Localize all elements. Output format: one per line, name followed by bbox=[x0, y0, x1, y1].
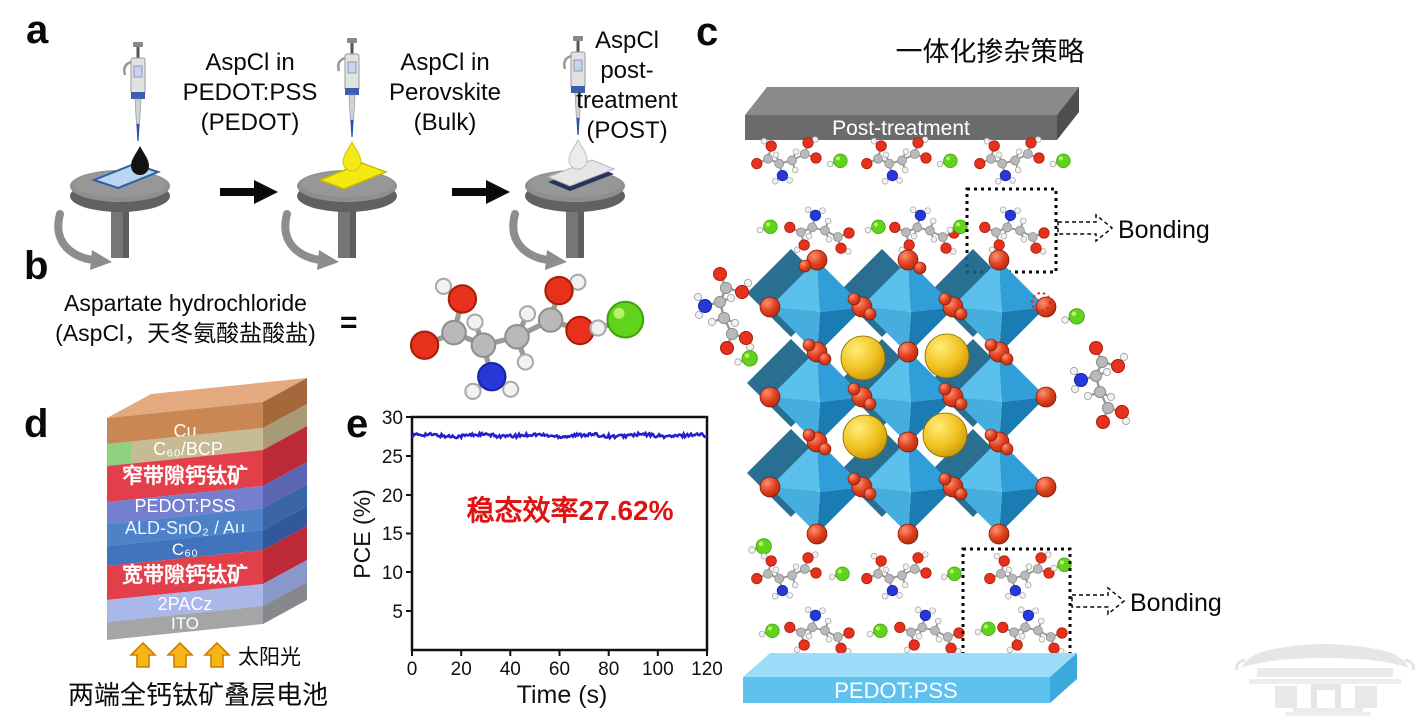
post-treatment-label: Post-treatment bbox=[832, 117, 970, 140]
svg-text:10: 10 bbox=[382, 563, 403, 584]
svg-text:40: 40 bbox=[500, 659, 521, 680]
svg-text:PEDOT:PSS: PEDOT:PSS bbox=[134, 496, 235, 516]
process-arrow-icon bbox=[452, 180, 510, 204]
x-axis-ticks bbox=[411, 650, 708, 656]
pce-chart: 5 10 15 20 25 30 0 20 40 60 80 100 120 P… bbox=[349, 408, 723, 709]
post-treatment-slab: Post-treatment bbox=[745, 87, 1079, 140]
pedot-pss-slab: PEDOT:PSS bbox=[743, 653, 1077, 703]
bonding-dashed-box-top bbox=[965, 187, 1058, 274]
svg-text:ITO: ITO bbox=[171, 614, 199, 633]
y-axis-ticks bbox=[406, 416, 412, 612]
svg-text:20: 20 bbox=[382, 486, 403, 507]
x-axis-title: Time (s) bbox=[517, 681, 608, 709]
layer-edge-green bbox=[107, 441, 131, 466]
layer-2pacz: 2PACz bbox=[107, 560, 307, 622]
droplet-yellow bbox=[342, 141, 362, 172]
layer-wide-gap-perovskite: 宽带隙钙钛矿 bbox=[107, 526, 307, 600]
chloride-ion-icon bbox=[590, 302, 643, 338]
device-caption: 两端全钙钛矿叠层电池 bbox=[68, 680, 328, 710]
svg-text:15: 15 bbox=[382, 524, 403, 545]
molecule-row-3 bbox=[750, 550, 1073, 601]
sun-arrow-icon bbox=[167, 642, 193, 668]
right-side-molecule bbox=[1060, 307, 1131, 430]
layer-cu: Cu bbox=[107, 378, 307, 444]
sun-arrow-icon bbox=[204, 642, 230, 668]
panel-c-label: c bbox=[696, 10, 719, 54]
svg-text:宽带隙钙钛矿: 宽带隙钙钛矿 bbox=[122, 563, 248, 587]
svg-text:80: 80 bbox=[598, 659, 619, 680]
layer-c60-bcp: C₆₀/BCP bbox=[107, 404, 307, 466]
spin-coater-1 bbox=[58, 40, 170, 270]
station-2-label: AspCl in Perovskite (Bulk) bbox=[388, 49, 502, 136]
droplet-black bbox=[131, 146, 149, 175]
svg-text:窄带隙钙钛矿: 窄带隙钙钛矿 bbox=[122, 464, 248, 488]
sunlight-label: 太阳光 bbox=[238, 646, 301, 669]
svg-text:100: 100 bbox=[642, 659, 674, 680]
panel-e-label: e bbox=[346, 402, 369, 446]
watermark-temple-logo bbox=[1235, 644, 1415, 716]
doping-strategy-graphics: Post-treatment Bonding bbox=[693, 87, 1415, 716]
perovskite-lattice bbox=[747, 249, 1057, 545]
device-stack: Cu C₆₀/BCP 窄带隙钙钛矿 PEDOT:PSS ALD-SnO₂ / A… bbox=[68, 378, 328, 710]
svg-text:120: 120 bbox=[691, 659, 723, 680]
chart-frame bbox=[410, 415, 709, 652]
panel-d-label: d bbox=[24, 402, 49, 446]
molecule-row-1 bbox=[750, 135, 1072, 186]
spin-coater-3 bbox=[513, 34, 625, 270]
bonding-arrow-icon bbox=[1057, 213, 1114, 243]
vacancy-dotted-circle bbox=[1031, 292, 1051, 312]
layer-ito: ITO bbox=[107, 582, 307, 640]
bonding-arrow-icon bbox=[1071, 586, 1126, 616]
svg-text:2PACz: 2PACz bbox=[158, 594, 213, 614]
x-axis-labels: 0 20 40 60 80 100 120 bbox=[407, 659, 723, 680]
panel-b-label: b bbox=[24, 244, 49, 288]
aspartate-molecule-icon bbox=[411, 275, 594, 399]
sun-arrow-icon bbox=[130, 642, 156, 668]
svg-text:0: 0 bbox=[407, 659, 418, 680]
molecule-row-2 bbox=[756, 205, 1051, 256]
left-side-molecule bbox=[693, 266, 773, 556]
svg-text:C₆₀: C₆₀ bbox=[172, 540, 198, 559]
station-1-label: AspCl in PEDOT:PSS (PEDOT) bbox=[182, 49, 318, 136]
svg-text:25: 25 bbox=[382, 447, 403, 468]
equals-sign: = bbox=[340, 306, 358, 339]
svg-text:60: 60 bbox=[549, 659, 570, 680]
svg-text:5: 5 bbox=[392, 602, 403, 623]
layer-pedot-pss: PEDOT:PSS bbox=[107, 462, 307, 524]
y-axis-title: PCE (%) bbox=[349, 489, 375, 578]
panel-c-title: 一体化掺杂策略 bbox=[895, 37, 1085, 67]
panel-a-graphics bbox=[0, 34, 700, 255]
layer-ald-sno2-au: ALD-SnO₂ / Au bbox=[107, 484, 307, 546]
svg-text:20: 20 bbox=[451, 659, 472, 680]
pedot-pss-label: PEDOT:PSS bbox=[834, 678, 957, 703]
svg-text:ALD-SnO₂ / Au: ALD-SnO₂ / Au bbox=[125, 518, 245, 538]
layer-c60: C₆₀ bbox=[107, 506, 307, 566]
steady-efficiency-annotation: 稳态效率27.62% bbox=[467, 494, 674, 526]
process-arrow-icon bbox=[220, 180, 278, 204]
compound-name: Aspartate hydrochloride (AspCl，天冬氨酸盐酸盐) bbox=[55, 290, 316, 346]
svg-text:C₆₀/BCP: C₆₀/BCP bbox=[153, 439, 223, 459]
layer-narrow-gap-perovskite: 窄带隙钙钛矿 bbox=[107, 426, 307, 502]
bonding-label-top: Bonding bbox=[1118, 216, 1210, 244]
bonding-label-bottom: Bonding bbox=[1130, 589, 1222, 617]
panel-a-label: a bbox=[26, 8, 49, 52]
svg-text:30: 30 bbox=[382, 408, 403, 429]
molecule-row-4 bbox=[758, 605, 1069, 656]
station-3-label: AspCl post- treatment (POST) bbox=[576, 27, 678, 144]
pce-data-line bbox=[411, 430, 708, 441]
pipette-icon bbox=[123, 40, 147, 143]
spin-coater-2 bbox=[285, 36, 397, 270]
y-axis-labels: 5 10 15 20 25 30 bbox=[382, 408, 403, 623]
